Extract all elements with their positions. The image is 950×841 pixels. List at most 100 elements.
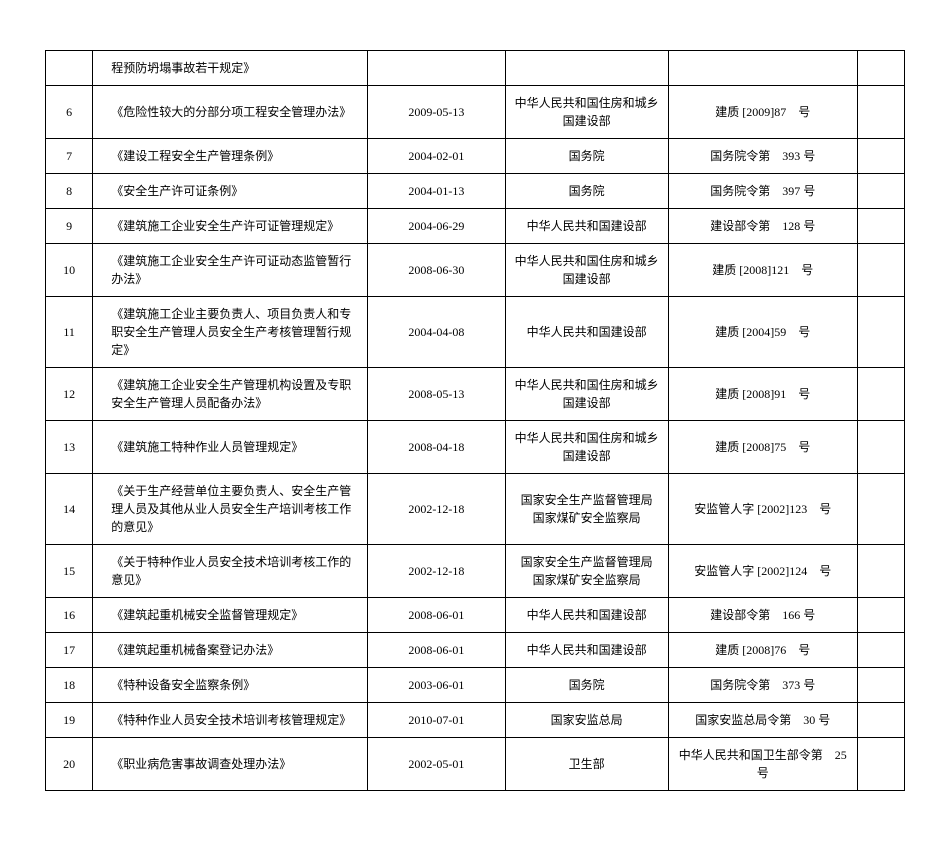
cell-name: 《建筑施工特种作业人员管理规定》	[93, 421, 368, 474]
table-row: 10《建筑施工企业安全生产许可证动态监管暂行办法》2008-06-30中华人民共…	[46, 244, 905, 297]
cell-name: 《关于生产经营单位主要负责人、安全生产管理人员及其他从业人员安全生产培训考核工作…	[93, 474, 368, 545]
cell-date: 2002-12-18	[368, 545, 505, 598]
cell-index: 7	[46, 139, 93, 174]
cell-blank	[857, 297, 904, 368]
cell-date: 2004-01-13	[368, 174, 505, 209]
cell-blank	[857, 738, 904, 791]
cell-name: 《特种设备安全监察条例》	[93, 668, 368, 703]
cell-date: 2008-06-01	[368, 633, 505, 668]
cell-date	[368, 51, 505, 86]
table-body: 程预防坍塌事故若干规定》6《危险性较大的分部分项工程安全管理办法》2009-05…	[46, 51, 905, 791]
table-row: 8《安全生产许可证条例》2004-01-13国务院国务院令第 397 号	[46, 174, 905, 209]
cell-date: 2010-07-01	[368, 703, 505, 738]
cell-issuer: 中华人民共和国建设部	[505, 209, 668, 244]
cell-name: 《安全生产许可证条例》	[93, 174, 368, 209]
cell-index: 9	[46, 209, 93, 244]
cell-date: 2004-06-29	[368, 209, 505, 244]
cell-docnum: 安监管人字 [2002]124 号	[668, 545, 857, 598]
cell-index: 16	[46, 598, 93, 633]
cell-docnum: 建设部令第 128 号	[668, 209, 857, 244]
cell-issuer: 中华人民共和国住房和城乡国建设部	[505, 368, 668, 421]
cell-name: 《特种作业人员安全技术培训考核管理规定》	[93, 703, 368, 738]
cell-issuer	[505, 51, 668, 86]
cell-index: 8	[46, 174, 93, 209]
cell-docnum: 建质 [2008]76 号	[668, 633, 857, 668]
cell-docnum: 建质 [2008]121 号	[668, 244, 857, 297]
cell-date: 2008-05-13	[368, 368, 505, 421]
table-row: 18《特种设备安全监察条例》2003-06-01国务院国务院令第 373 号	[46, 668, 905, 703]
table-row: 19《特种作业人员安全技术培训考核管理规定》2010-07-01国家安监总局国家…	[46, 703, 905, 738]
cell-index	[46, 51, 93, 86]
cell-name: 《建筑施工企业安全生产管理机构设置及专职安全生产管理人员配备办法》	[93, 368, 368, 421]
cell-blank	[857, 703, 904, 738]
cell-index: 11	[46, 297, 93, 368]
table-row: 14《关于生产经营单位主要负责人、安全生产管理人员及其他从业人员安全生产培训考核…	[46, 474, 905, 545]
table-row: 15《关于特种作业人员安全技术培训考核工作的意见》2002-12-18国家安全生…	[46, 545, 905, 598]
table-row: 6《危险性较大的分部分项工程安全管理办法》2009-05-13中华人民共和国住房…	[46, 86, 905, 139]
cell-date: 2004-04-08	[368, 297, 505, 368]
cell-name: 《建筑起重机械备案登记办法》	[93, 633, 368, 668]
cell-blank	[857, 474, 904, 545]
regulations-table: 程预防坍塌事故若干规定》6《危险性较大的分部分项工程安全管理办法》2009-05…	[45, 50, 905, 791]
cell-name: 《危险性较大的分部分项工程安全管理办法》	[93, 86, 368, 139]
cell-docnum: 建质 [2009]87 号	[668, 86, 857, 139]
cell-blank	[857, 139, 904, 174]
cell-index: 13	[46, 421, 93, 474]
cell-index: 19	[46, 703, 93, 738]
cell-issuer: 国家安监总局	[505, 703, 668, 738]
cell-blank	[857, 598, 904, 633]
cell-date: 2008-06-30	[368, 244, 505, 297]
cell-docnum: 建设部令第 166 号	[668, 598, 857, 633]
cell-index: 17	[46, 633, 93, 668]
cell-blank	[857, 86, 904, 139]
cell-issuer: 国务院	[505, 139, 668, 174]
cell-name: 《建筑施工企业主要负责人、项目负责人和专职安全生产管理人员安全生产考核管理暂行规…	[93, 297, 368, 368]
cell-issuer: 国家安全生产监督管理局国家煤矿安全监察局	[505, 545, 668, 598]
cell-issuer: 中华人民共和国建设部	[505, 633, 668, 668]
cell-issuer: 卫生部	[505, 738, 668, 791]
cell-date: 2003-06-01	[368, 668, 505, 703]
cell-issuer: 中华人民共和国住房和城乡国建设部	[505, 86, 668, 139]
cell-date: 2008-04-18	[368, 421, 505, 474]
cell-docnum: 国务院令第 373 号	[668, 668, 857, 703]
cell-issuer: 国务院	[505, 668, 668, 703]
cell-index: 14	[46, 474, 93, 545]
table-row: 17《建筑起重机械备案登记办法》2008-06-01中华人民共和国建设部建质 […	[46, 633, 905, 668]
table-row: 20《职业病危害事故调查处理办法》2002-05-01卫生部中华人民共和国卫生部…	[46, 738, 905, 791]
cell-issuer: 中华人民共和国建设部	[505, 297, 668, 368]
cell-blank	[857, 244, 904, 297]
cell-name: 《建筑施工企业安全生产许可证管理规定》	[93, 209, 368, 244]
cell-blank	[857, 174, 904, 209]
cell-blank	[857, 545, 904, 598]
table-row: 11《建筑施工企业主要负责人、项目负责人和专职安全生产管理人员安全生产考核管理暂…	[46, 297, 905, 368]
cell-issuer: 国务院	[505, 174, 668, 209]
cell-issuer: 中华人民共和国住房和城乡国建设部	[505, 421, 668, 474]
cell-name: 《建筑起重机械安全监督管理规定》	[93, 598, 368, 633]
cell-index: 20	[46, 738, 93, 791]
table-row: 13《建筑施工特种作业人员管理规定》2008-04-18中华人民共和国住房和城乡…	[46, 421, 905, 474]
cell-date: 2002-05-01	[368, 738, 505, 791]
cell-docnum: 国务院令第 397 号	[668, 174, 857, 209]
cell-blank	[857, 368, 904, 421]
cell-index: 12	[46, 368, 93, 421]
cell-docnum	[668, 51, 857, 86]
cell-blank	[857, 668, 904, 703]
cell-docnum: 国务院令第 393 号	[668, 139, 857, 174]
cell-blank	[857, 421, 904, 474]
cell-index: 15	[46, 545, 93, 598]
cell-docnum: 安监管人字 [2002]123 号	[668, 474, 857, 545]
cell-issuer: 中华人民共和国住房和城乡国建设部	[505, 244, 668, 297]
cell-date: 2009-05-13	[368, 86, 505, 139]
cell-docnum: 建质 [2008]75 号	[668, 421, 857, 474]
cell-docnum: 建质 [2008]91 号	[668, 368, 857, 421]
cell-name: 《建设工程安全生产管理条例》	[93, 139, 368, 174]
table-row: 12《建筑施工企业安全生产管理机构设置及专职安全生产管理人员配备办法》2008-…	[46, 368, 905, 421]
cell-name: 《关于特种作业人员安全技术培训考核工作的意见》	[93, 545, 368, 598]
cell-date: 2008-06-01	[368, 598, 505, 633]
cell-docnum: 国家安监总局令第 30 号	[668, 703, 857, 738]
cell-name: 《建筑施工企业安全生产许可证动态监管暂行办法》	[93, 244, 368, 297]
cell-blank	[857, 209, 904, 244]
cell-docnum: 建质 [2004]59 号	[668, 297, 857, 368]
cell-index: 18	[46, 668, 93, 703]
cell-name: 《职业病危害事故调查处理办法》	[93, 738, 368, 791]
